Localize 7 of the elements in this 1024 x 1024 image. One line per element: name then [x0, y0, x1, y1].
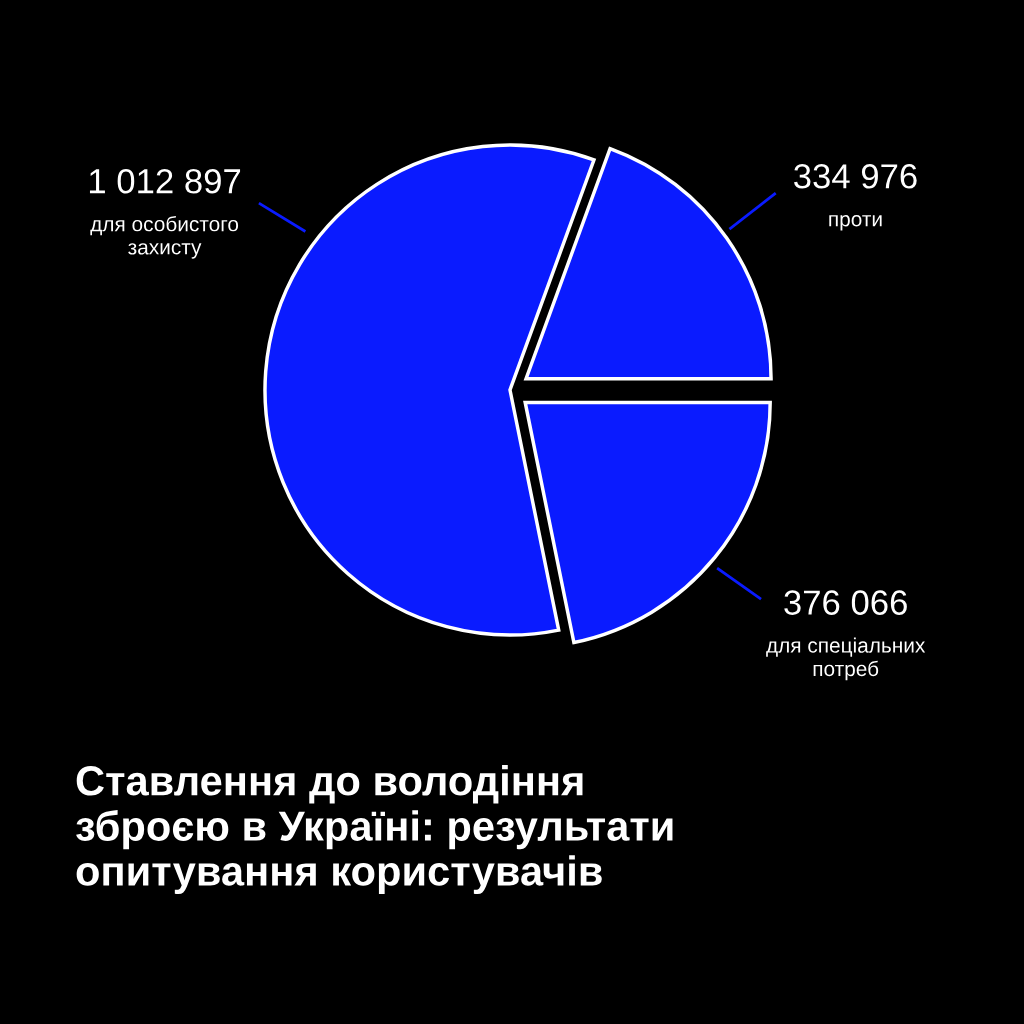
- slice-label: для особистого захисту: [90, 215, 239, 259]
- data-label: 1 012 897: [89, 168, 241, 194]
- slice-label: для спеціальних потреб: [766, 637, 926, 681]
- slice-label: проти: [829, 215, 882, 231]
- data-label: 376 066: [784, 590, 907, 615]
- text: Ставлення до володіння зброєю в Україні: результати опитування користувачів: [76, 765, 673, 895]
- data-label: 334 976: [794, 164, 917, 189]
